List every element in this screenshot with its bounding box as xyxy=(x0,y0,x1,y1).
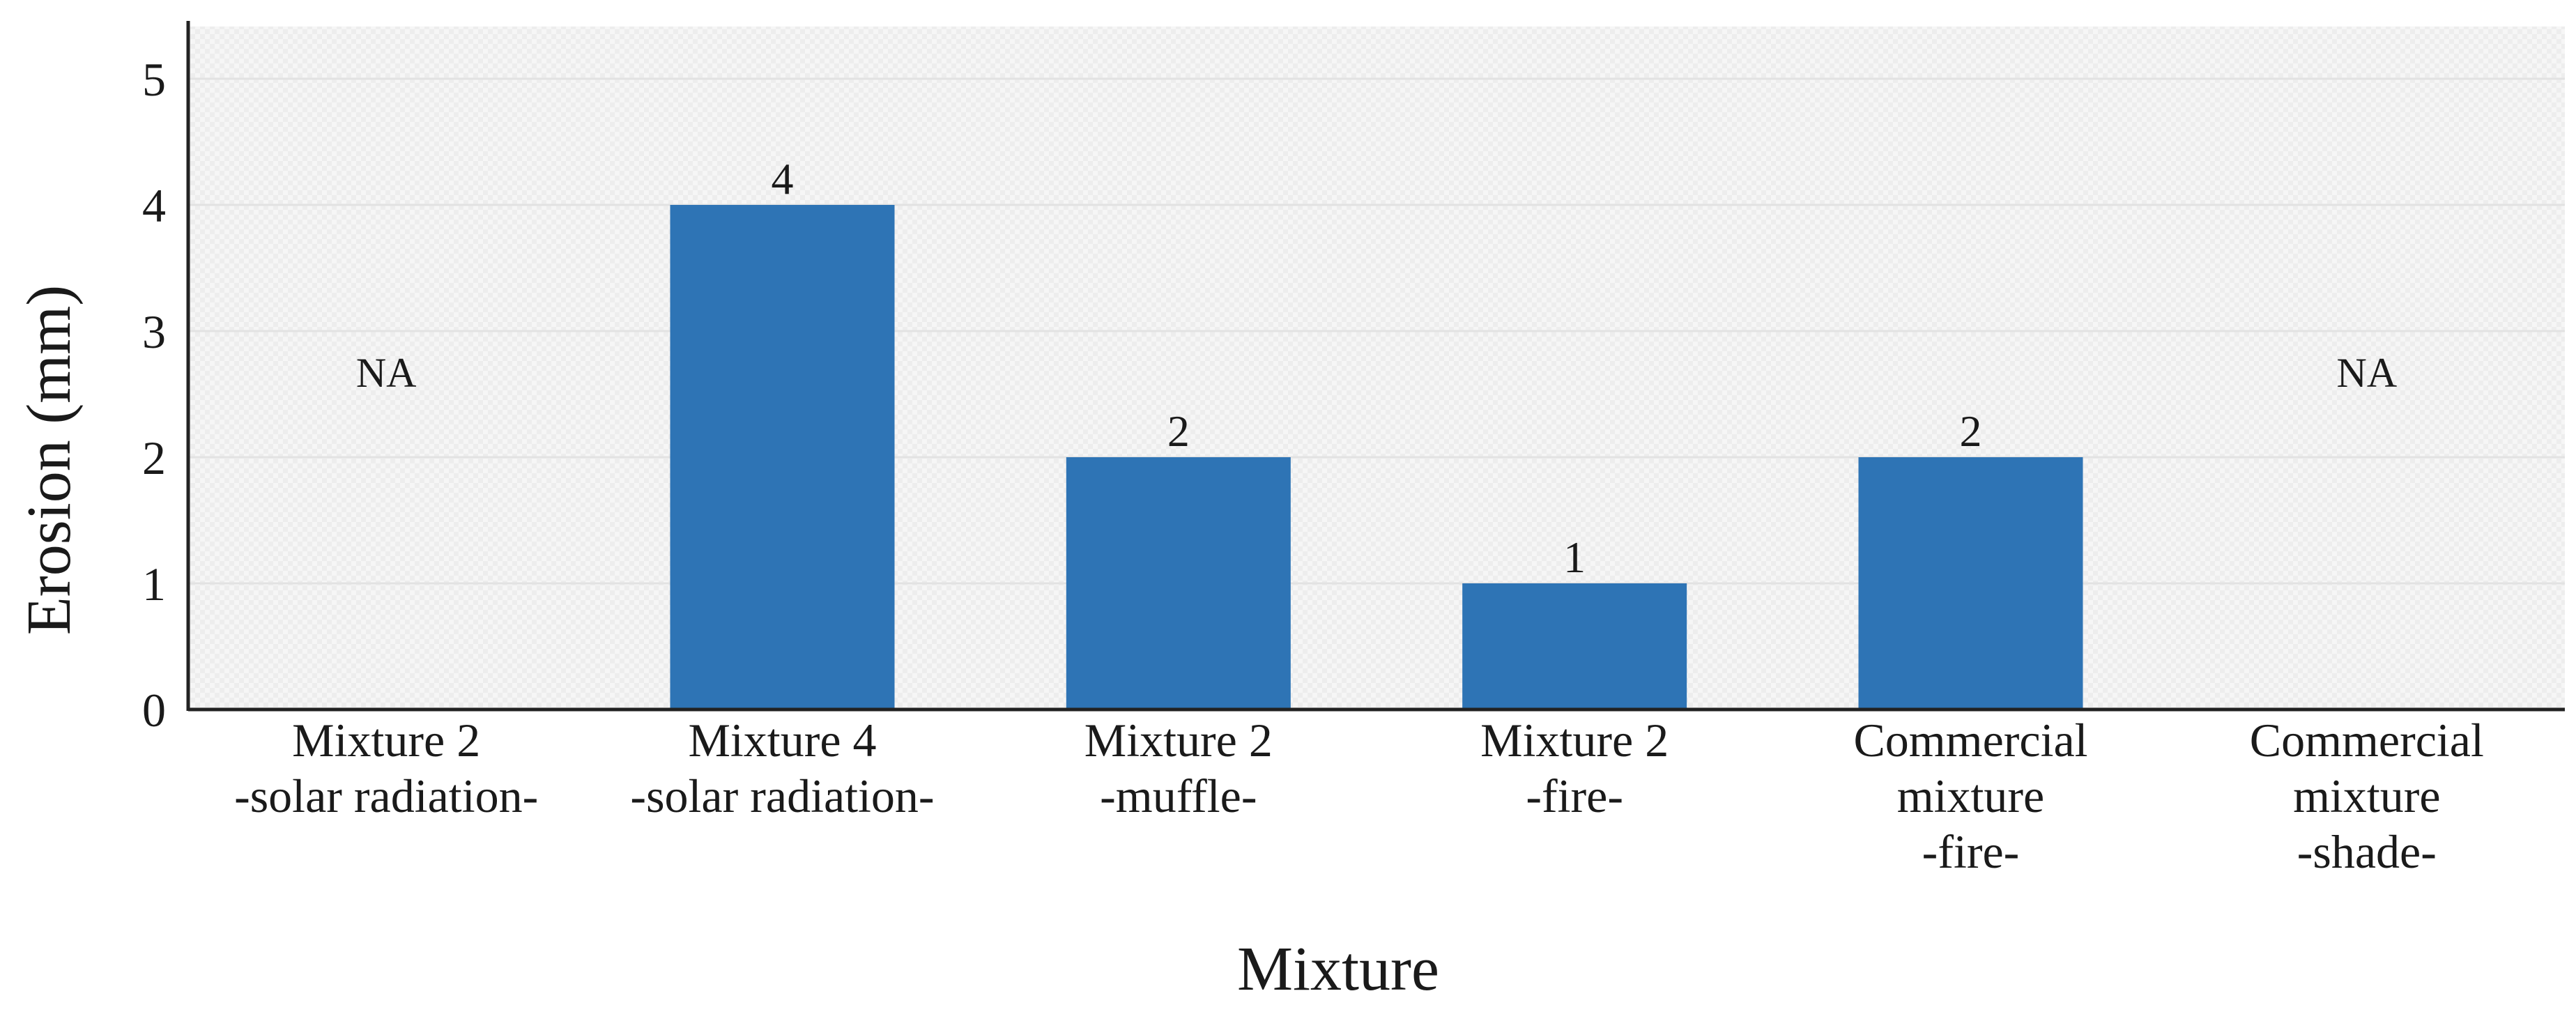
x-category-label: Mixture 2 -muffle- xyxy=(1084,714,1273,822)
y-tick-label: 1 xyxy=(142,558,166,611)
bar xyxy=(1462,583,1687,709)
labels: 0 1 2 3 4 5 NA Mixture 2 -solar radiation- 4 Mixtu… xyxy=(15,53,2484,1004)
y-tick-label: 5 xyxy=(142,53,166,106)
data-label: 2 xyxy=(1960,406,1982,456)
y-tick-label: 0 xyxy=(142,684,166,737)
data-label-na: NA xyxy=(2336,350,2397,396)
bar xyxy=(670,205,895,709)
x-axis-title: Mixture xyxy=(1237,935,1439,1004)
gridlines xyxy=(188,77,2565,585)
x-category-label: Mixture 2 -solar radiation- xyxy=(234,714,538,822)
x-category-label: Mixture 2 -fire- xyxy=(1480,714,1669,822)
plot-background xyxy=(188,26,2565,709)
y-tick-label: 2 xyxy=(142,431,166,484)
data-label-na: NA xyxy=(356,350,417,396)
bar xyxy=(1066,457,1291,709)
data-label: 4 xyxy=(772,154,794,204)
y-tick-label: 4 xyxy=(142,179,166,232)
y-axis-title: Erosion (mm) xyxy=(15,285,84,635)
x-category-label: Commercial mixture -fire- xyxy=(1853,714,2087,878)
x-category-label: Mixture 4 -solar radiation- xyxy=(630,714,934,822)
bars xyxy=(670,205,2083,709)
bar xyxy=(1858,457,2083,709)
axes xyxy=(186,21,2565,712)
data-label: 2 xyxy=(1167,406,1190,456)
y-tick-label: 3 xyxy=(142,305,166,358)
x-category-label: Commercial mixture -shade- xyxy=(2250,714,2484,878)
data-label: 1 xyxy=(1563,532,1586,582)
